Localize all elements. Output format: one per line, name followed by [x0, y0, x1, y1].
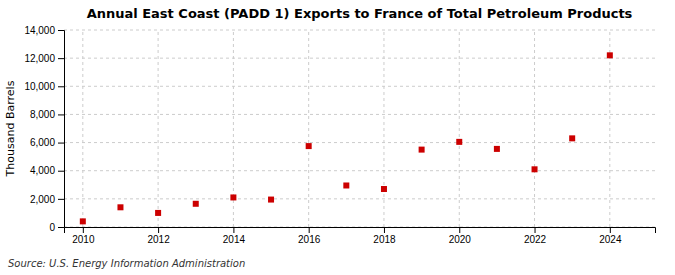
- grid-line: [158, 30, 159, 227]
- grid-line: [64, 58, 655, 59]
- tick-label: 2016: [298, 234, 321, 245]
- tick: 6,000: [30, 137, 64, 148]
- grid-line: [82, 30, 83, 227]
- tick-mark: [58, 199, 64, 200]
- tick-label: 0: [49, 222, 55, 233]
- tick-label: 2012: [147, 234, 170, 245]
- axis-line: [58, 31, 65, 228]
- tick: 2010: [72, 227, 95, 245]
- point: [381, 186, 387, 192]
- tick-mark: [58, 171, 64, 172]
- point: [494, 146, 500, 152]
- tick: 0: [49, 222, 64, 233]
- tick: 2012: [147, 227, 170, 245]
- tick: 2024: [599, 227, 622, 245]
- grid-line: [64, 142, 655, 143]
- tick-mark: [58, 86, 64, 87]
- tick-label: 2018: [373, 234, 396, 245]
- point: [419, 147, 425, 153]
- grid-line: [609, 30, 610, 227]
- tick-mark: [158, 227, 159, 233]
- point: [80, 218, 86, 224]
- point: [456, 139, 462, 145]
- tick-label: 2,000: [30, 194, 55, 205]
- grid-line: [534, 30, 535, 227]
- point: [117, 204, 123, 210]
- point: [569, 135, 575, 141]
- tick-mark: [58, 58, 64, 59]
- x-axis: 2010 2012 2014 2016 2018 2020 2022 2024: [65, 227, 656, 245]
- tick: 12,000: [24, 53, 64, 64]
- tick-label: 2014: [223, 234, 246, 245]
- tick-mark: [83, 227, 84, 233]
- title: Annual East Coast (PADD 1) Exports to Fr…: [87, 6, 633, 21]
- tick: 2016: [298, 227, 321, 245]
- point: [607, 52, 613, 58]
- tick-mark: [233, 227, 234, 233]
- grid: [64, 30, 655, 227]
- tick: 2020: [449, 227, 472, 245]
- grid-line: [64, 86, 655, 87]
- tick: 2014: [223, 227, 246, 245]
- point: [230, 194, 236, 200]
- y-axis-label: Thousand Barrels: [4, 80, 17, 177]
- tick: 4,000: [30, 165, 64, 176]
- point: [532, 166, 538, 172]
- tick-mark: [309, 227, 310, 233]
- chart: 2010 2012 2014 2016 2018 2020 2022 2024 0 2,000 4,…: [0, 0, 675, 275]
- tick-label: 8,000: [30, 109, 55, 120]
- tick: 14,000: [24, 25, 64, 36]
- grid-line: [459, 30, 460, 227]
- axis-line: [65, 228, 656, 234]
- tick-label: 12,000: [24, 53, 55, 64]
- annotation: Source: U.S. Energy Information Administ…: [8, 258, 245, 269]
- tick-mark: [58, 143, 64, 144]
- tick-label: 4,000: [30, 165, 55, 176]
- point: [155, 210, 161, 216]
- tick-mark: [535, 227, 536, 233]
- tick-label: 14,000: [24, 25, 55, 36]
- grid-line: [64, 198, 655, 199]
- point: [193, 201, 199, 207]
- tick-label: 2020: [449, 234, 472, 245]
- tick-label: 10,000: [24, 81, 55, 92]
- tick-mark: [58, 227, 64, 228]
- tick-mark: [58, 30, 64, 31]
- grid-line: [383, 30, 384, 227]
- tick: 2022: [524, 227, 547, 245]
- point: [343, 182, 349, 188]
- tick: 8,000: [30, 109, 64, 120]
- points: [80, 52, 613, 224]
- tick-mark: [58, 114, 64, 115]
- tick-mark: [384, 227, 385, 233]
- grid-line: [64, 170, 655, 171]
- grid-line: [308, 30, 309, 227]
- point: [268, 197, 274, 203]
- tick-label: 2022: [524, 234, 547, 245]
- tick-label: 2010: [72, 234, 95, 245]
- grid-line: [64, 30, 655, 31]
- tick-label: 6,000: [30, 137, 55, 148]
- tick: 2,000: [30, 194, 64, 205]
- tick: 2018: [373, 227, 396, 245]
- point: [306, 143, 312, 149]
- tick-label: 2024: [599, 234, 622, 245]
- tick-mark: [459, 227, 460, 233]
- tick-mark: [610, 227, 611, 233]
- y-axis: 0 2,000 4,000 6,000 8,000 10,000 12,000 14,000: [24, 25, 64, 233]
- tick: 10,000: [24, 81, 64, 92]
- grid-line: [64, 114, 655, 115]
